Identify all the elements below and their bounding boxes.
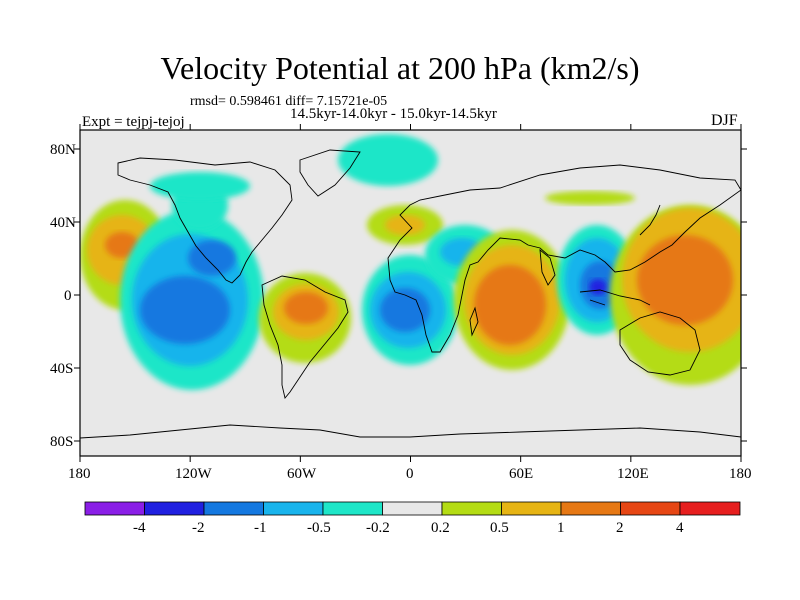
colorbar-label-2: -2 (192, 520, 205, 536)
coast-greenland (299, 149, 361, 197)
negative-anomaly-east-pacific (120, 180, 264, 390)
rmsd-diff-stats: rmsd= 0.598461 diff= 7.15721e-05 (190, 94, 388, 109)
coast-africa-eurasia (387, 164, 741, 353)
coast-india (539, 248, 556, 286)
coast-north-america (117, 157, 293, 284)
coast-madagascar (469, 306, 479, 337)
colorbar-label-8: 1 (557, 520, 565, 536)
lon-label-60e: 60E (509, 466, 534, 482)
lon-label-120w: 120W (175, 466, 212, 482)
colorbar-label-6: 0.2 (431, 520, 450, 536)
colorbar-label-7: 0.5 (490, 520, 509, 536)
positive-anomaly-south-america (259, 273, 351, 363)
coast-antarctica (80, 424, 741, 439)
lat-label-40n: 40N (50, 215, 76, 231)
time-period-label: 14.5kyr-14.0kyr - 15.0kyr-14.5kyr (290, 106, 497, 122)
positive-anomaly-west-pacific (545, 191, 741, 385)
negative-anomaly-arctic (338, 134, 438, 186)
coast-indonesia (579, 289, 651, 306)
colorbar-label-5: -0.2 (366, 520, 390, 536)
season-label: DJF (711, 112, 738, 129)
lat-label-40s: 40S (50, 361, 74, 377)
colorbar-label-10: 4 (676, 520, 684, 536)
coast-japan (639, 204, 661, 236)
lon-label-180e: 180 (729, 466, 752, 482)
negative-anomaly-north-pacific (150, 172, 250, 200)
lat-label-80s: 80S (50, 434, 74, 450)
lat-label-0: 0 (64, 288, 72, 304)
lon-label-120e: 120E (617, 466, 649, 482)
colorbar-label-4: -0.5 (307, 520, 331, 536)
lon-label-0: 0 (406, 466, 414, 482)
coast-south-america (261, 275, 349, 399)
axis-ticks (74, 124, 747, 462)
coastlines (80, 149, 741, 439)
positive-anomaly-africa (454, 230, 570, 370)
colorbar-label-9: 2 (616, 520, 624, 536)
lon-label-180w: 180 (68, 466, 91, 482)
colorbar-label-1: -4 (133, 520, 146, 536)
plot-title: Velocity Potential at 200 hPa (km2/s) (160, 50, 640, 86)
lat-label-80n: 80N (50, 142, 76, 158)
colorbar-label-3: -1 (254, 520, 267, 536)
experiment-label: Expt = tejpj-tejoj (82, 114, 185, 130)
lon-label-60w: 60W (287, 466, 317, 482)
coast-australia (619, 311, 701, 376)
